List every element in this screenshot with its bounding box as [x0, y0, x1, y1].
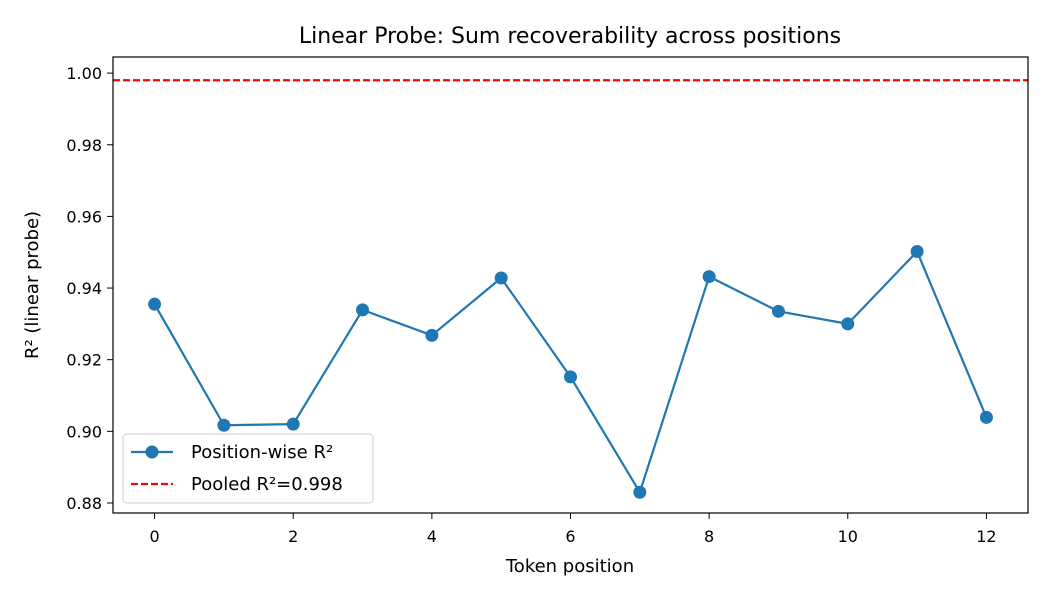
- data-point: [425, 328, 439, 342]
- x-tick-label: 6: [565, 527, 575, 546]
- data-point: [356, 303, 370, 317]
- x-axis-label: Token position: [505, 556, 634, 577]
- legend-label-pooled: Pooled R²=0.998: [191, 474, 343, 495]
- legend-marker-position-wise: [145, 445, 159, 459]
- y-tick-label: 0.92: [66, 351, 102, 370]
- chart-legend: Position-wise R² Pooled R²=0.998: [122, 433, 374, 504]
- y-axis-label: R² (linear probe): [22, 211, 43, 359]
- x-tick-label: 4: [427, 527, 437, 546]
- x-tick-label: 2: [288, 527, 298, 546]
- data-point: [702, 270, 716, 284]
- legend-label-position-wise: Position-wise R²: [191, 442, 333, 463]
- data-point: [564, 370, 577, 384]
- y-tick-label: 0.94: [66, 279, 102, 298]
- x-tick-label: 12: [976, 527, 996, 546]
- legend-frame: [122, 433, 374, 504]
- x-tick-label: 0: [149, 527, 159, 546]
- data-point: [771, 304, 785, 318]
- data-point: [148, 297, 162, 311]
- data-point: [841, 317, 855, 331]
- y-tick-label: 0.96: [66, 207, 102, 226]
- y-tick-label: 0.90: [66, 422, 102, 441]
- chart-title: Linear Probe: Sum recoverability across …: [299, 24, 841, 49]
- data-point: [910, 245, 924, 259]
- y-tick-label: 0.98: [66, 136, 102, 155]
- x-tick-label: 10: [838, 527, 858, 546]
- axis-ticks: 0 2 4 6 8 10 12 0.88 0.90 0.92 0.94 0.96 0.98 1.00: [66, 64, 996, 546]
- x-tick-label: 8: [704, 527, 714, 546]
- data-point: [979, 410, 993, 424]
- y-tick-label: 0.88: [66, 494, 102, 513]
- data-point: [217, 418, 231, 432]
- data-point: [286, 417, 300, 431]
- data-point: [494, 271, 508, 285]
- y-tick-label: 1.00: [66, 64, 102, 83]
- data-point: [633, 485, 647, 499]
